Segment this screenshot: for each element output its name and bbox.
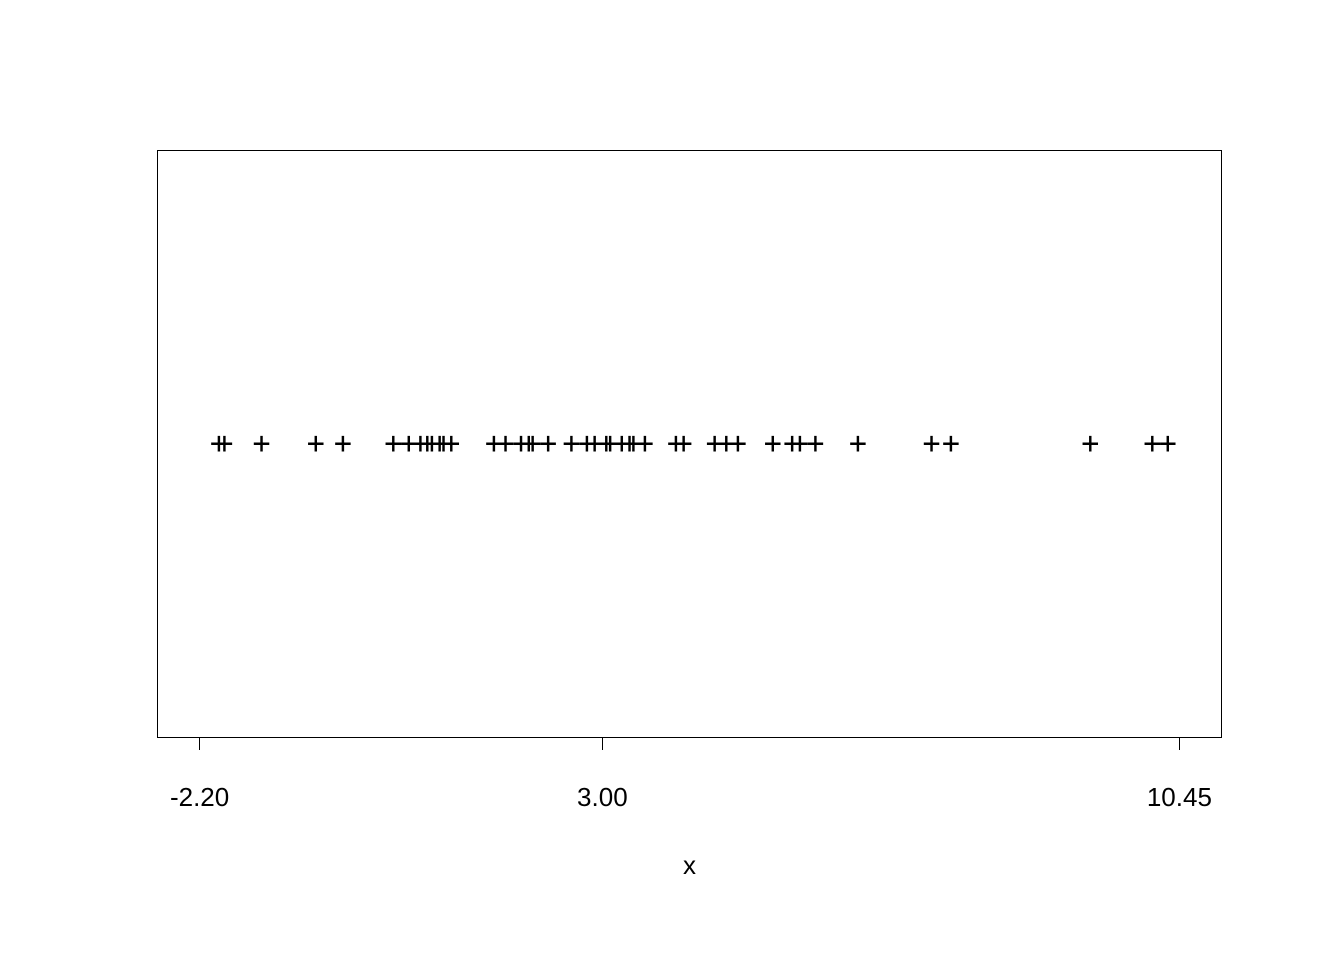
x-axis-label: x (683, 850, 696, 881)
data-point: + (764, 429, 782, 459)
x-tick (1179, 738, 1181, 750)
data-point: + (806, 429, 824, 459)
x-tick-label: 3.00 (577, 782, 628, 813)
data-point: + (442, 429, 460, 459)
x-tick-label: -2.20 (170, 782, 229, 813)
data-point: + (334, 429, 352, 459)
data-point: + (849, 429, 867, 459)
x-tick (602, 738, 604, 750)
x-tick (199, 738, 201, 750)
data-point: + (729, 429, 747, 459)
data-point: + (923, 429, 941, 459)
data-point: + (253, 429, 271, 459)
data-point: + (1081, 429, 1099, 459)
data-point: + (215, 429, 233, 459)
x-tick-label: 10.45 (1147, 782, 1212, 813)
data-point: + (307, 429, 325, 459)
data-point: + (539, 429, 557, 459)
data-point: + (1159, 429, 1177, 459)
data-point: + (675, 429, 693, 459)
data-point: + (636, 429, 654, 459)
data-point: + (942, 429, 960, 459)
